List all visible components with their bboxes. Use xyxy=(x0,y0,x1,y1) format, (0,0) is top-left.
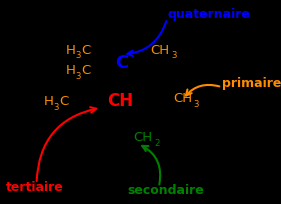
Text: CH: CH xyxy=(133,130,153,143)
Text: 3: 3 xyxy=(76,72,81,81)
Text: 3: 3 xyxy=(194,99,200,108)
Text: tertiaire: tertiaire xyxy=(6,180,64,193)
Text: secondaire: secondaire xyxy=(128,183,205,196)
Text: C: C xyxy=(81,64,91,77)
Text: H: H xyxy=(66,64,76,77)
Text: CH: CH xyxy=(150,43,169,57)
Text: C: C xyxy=(59,94,68,108)
Text: CH: CH xyxy=(107,92,133,110)
Text: C: C xyxy=(115,53,129,71)
Text: H: H xyxy=(44,94,53,108)
Text: CH: CH xyxy=(173,91,192,104)
Text: H: H xyxy=(66,43,76,57)
Text: 3: 3 xyxy=(76,51,81,60)
Text: C: C xyxy=(81,43,91,57)
Text: primaire: primaire xyxy=(222,76,281,89)
Text: quaternaire: quaternaire xyxy=(167,8,250,21)
Text: 2: 2 xyxy=(155,138,160,147)
Text: 3: 3 xyxy=(53,102,59,111)
Text: 3: 3 xyxy=(171,51,177,60)
